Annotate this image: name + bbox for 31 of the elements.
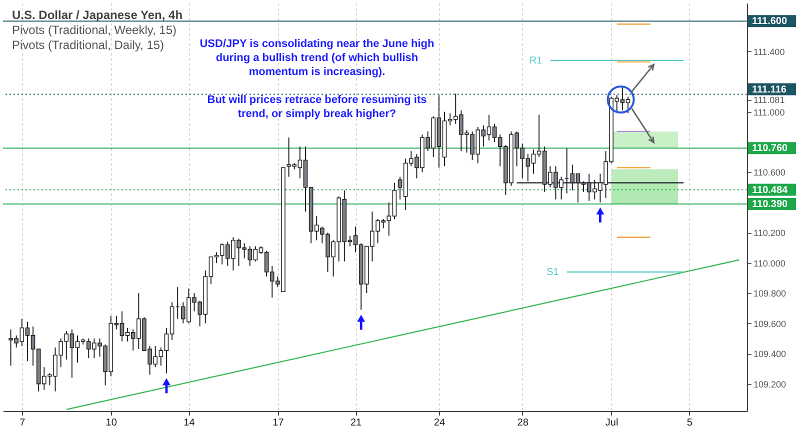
x-tick-label: 28 [517,418,529,428]
series-label: S1 [546,266,560,278]
ref-line-label: 111.116 [752,84,787,96]
y-tick-label: 109.400 [754,349,786,360]
ref-line-label: 111.600 [752,16,788,28]
ref-line-label: 110.484 [752,184,788,196]
ref-line-label: 110.390 [752,198,788,210]
x-tick-label: 17 [272,418,284,428]
y-tick-label: 111.400 [754,46,785,57]
x-tick-label: Jul [605,418,618,428]
x-tick-label: 24 [434,418,446,428]
y-tick-label: 110.600 [754,168,786,178]
x-tick-label: 10 [106,418,118,428]
y-tick-label: 109.800 [754,288,786,299]
x-tick-label: 7 [20,418,26,428]
y-tick-label: 111.000 [754,107,785,118]
y-tick-label: 111.081 [754,95,785,106]
y-tick-label: 110.000 [754,258,786,268]
ref-line-label: 110.760 [752,143,788,154]
y-tick-label: 109.200 [754,379,786,390]
annotation: Pivots (Traditional, Weekly, 15) [12,23,178,38]
series-label: R1 [529,55,543,66]
x-tick-label: 14 [184,418,196,428]
annotation: But will prices retrace before resuming its trend, or simply break higher? [206,93,428,121]
y-tick-label: 110.200 [754,228,786,238]
annotation: USD/JPY is consolidating near the June high during a bullish trend (of which bullish momentum is increasing). [198,37,436,79]
y-tick-label: 109.600 [754,318,786,329]
annotation: Pivots (Traditional, Daily, 15) [12,38,166,53]
chart-title: U.S. Dollar / Japanese Yen, 4h [12,8,183,23]
x-tick-label: 21 [350,418,362,428]
x-tick-label: 5 [686,418,693,428]
